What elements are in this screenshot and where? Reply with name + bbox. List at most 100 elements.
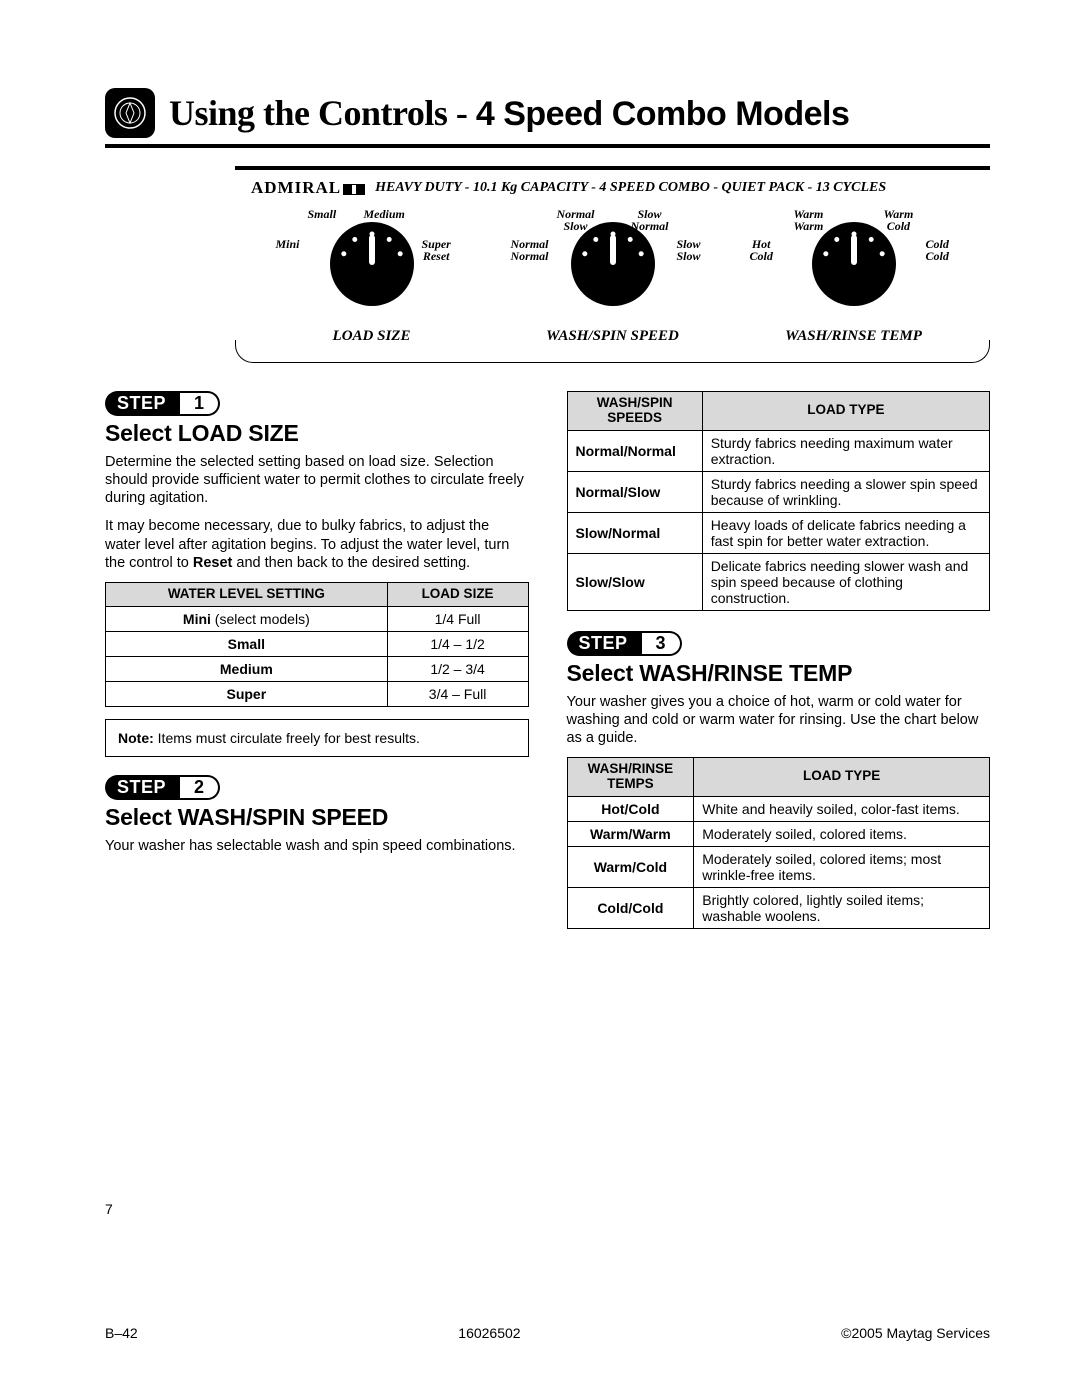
cell: Medium: [106, 656, 388, 681]
cell: Hot/Cold: [567, 796, 694, 821]
step-number: 1: [180, 391, 220, 416]
table-row: Cold/ColdBrightly colored, lightly soile…: [567, 887, 990, 928]
wash-spin-table: WASH/SPIN SPEEDS LOAD TYPE Normal/Normal…: [567, 391, 991, 611]
table-row: Normal/NormalSturdy fabrics needing maxi…: [567, 430, 990, 471]
cell: Moderately soiled, colored items.: [694, 821, 990, 846]
flag-icon: [343, 184, 365, 195]
title-row: Using the Controls - 4 Speed Combo Model…: [105, 88, 990, 148]
step-3-p1: Your washer gives you a choice of hot, w…: [567, 693, 991, 747]
table-row: Mini (select models)1/4 Full: [106, 606, 529, 631]
step-2-heading: Select WASH/SPIN SPEED: [105, 804, 529, 831]
table-row: Hot/ColdWhite and heavily soiled, color-…: [567, 796, 990, 821]
dial-label: LOAD SIZE: [272, 328, 472, 345]
dial-option: Super Reset: [422, 238, 451, 262]
cell: 1/4 – 1/2: [387, 631, 528, 656]
footer-mid: 16026502: [458, 1325, 520, 1341]
panel-subtitle: HEAVY DUTY - 10.1 Kg CAPACITY - 4 SPEED …: [375, 180, 886, 196]
left-column: STEP 1 Select LOAD SIZE Determine the se…: [105, 391, 529, 941]
cell: Sturdy fabrics needing a slower spin spe…: [702, 471, 989, 512]
cell: Slow/Normal: [567, 512, 702, 553]
cell: Moderately soiled, colored items; most w…: [694, 846, 990, 887]
dial-label: WASH/SPIN SPEED: [513, 328, 713, 345]
dial-knob[interactable]: [571, 222, 655, 306]
table-row: Super3/4 – Full: [106, 681, 529, 706]
step-label: STEP: [567, 631, 644, 656]
dial-option: Mini: [276, 238, 300, 250]
dials-row: SmallMediumMiniSuper ResetLOAD SIZENorma…: [251, 222, 974, 345]
cell: 1/4 Full: [387, 606, 528, 631]
dial-block: Normal SlowSlow NormalNormal NormalSlow …: [513, 222, 713, 345]
footer-left: B–42: [105, 1325, 138, 1341]
dial-block: Warm WarmWarm ColdHot ColdCold ColdWASH/…: [754, 222, 954, 345]
cell: Normal/Slow: [567, 471, 702, 512]
col-load-type: LOAD TYPE: [694, 758, 990, 797]
cell: Normal/Normal: [567, 430, 702, 471]
step-1-heading: Select LOAD SIZE: [105, 420, 529, 447]
right-column: WASH/SPIN SPEEDS LOAD TYPE Normal/Normal…: [567, 391, 991, 941]
cell: Cold/Cold: [567, 887, 694, 928]
col-load-type: LOAD TYPE: [702, 392, 989, 431]
cell: Warm/Cold: [567, 846, 694, 887]
wash-rinse-table: WASH/RINSE TEMPS LOAD TYPE Hot/ColdWhite…: [567, 757, 991, 929]
cell: White and heavily soiled, color-fast ite…: [694, 796, 990, 821]
dial-option: Normal Normal: [511, 238, 549, 262]
page-title: Using the Controls - 4 Speed Combo Model…: [169, 92, 849, 134]
footer: B–42 16026502 ©2005 Maytag Services: [105, 1325, 990, 1341]
brand-label: ADMIRAL: [251, 178, 365, 198]
step-label: STEP: [105, 775, 182, 800]
step-number: 3: [642, 631, 682, 656]
table-row: Warm/ColdModerately soiled, colored item…: [567, 846, 990, 887]
page-number: 7: [105, 1201, 113, 1217]
table-row: Medium1/2 – 3/4: [106, 656, 529, 681]
step-1-p1: Determine the selected setting based on …: [105, 453, 529, 507]
cell: Mini (select models): [106, 606, 388, 631]
note-text: Items must circulate freely for best res…: [154, 730, 420, 746]
dial-block: SmallMediumMiniSuper ResetLOAD SIZE: [272, 222, 472, 345]
cell: Slow/Slow: [567, 553, 702, 610]
load-size-table: WATER LEVEL SETTING LOAD SIZE Mini (sele…: [105, 582, 529, 707]
cell: Delicate fabrics needing slower wash and…: [702, 553, 989, 610]
note-box: Note: Items must circulate freely for be…: [105, 719, 529, 757]
dial-option: Slow Slow: [677, 238, 701, 262]
dial-option: Cold Cold: [926, 238, 949, 262]
title-sub: 4 Speed Combo Models: [476, 95, 850, 133]
step-label: STEP: [105, 391, 182, 416]
cell: 1/2 – 3/4: [387, 656, 528, 681]
note-label: Note:: [118, 730, 154, 746]
cell: Brightly colored, lightly soiled items; …: [694, 887, 990, 928]
cell: Warm/Warm: [567, 821, 694, 846]
table-row: Normal/SlowSturdy fabrics needing a slow…: [567, 471, 990, 512]
table-row: Slow/NormalHeavy loads of delicate fabri…: [567, 512, 990, 553]
dial-knob[interactable]: [812, 222, 896, 306]
col-wash-rinse: WASH/RINSE TEMPS: [567, 758, 694, 797]
cell: 3/4 – Full: [387, 681, 528, 706]
dial-label: WASH/RINSE TEMP: [754, 328, 954, 345]
step-2-badge: STEP 2: [105, 775, 220, 800]
dial-option: Small: [308, 208, 337, 220]
col-load-size: LOAD SIZE: [387, 582, 528, 606]
cell: Super: [106, 681, 388, 706]
step-1-badge: STEP 1: [105, 391, 220, 416]
title-main: Using the Controls -: [169, 93, 476, 133]
cell: Heavy loads of delicate fabrics needing …: [702, 512, 989, 553]
col-water-level: WATER LEVEL SETTING: [106, 582, 388, 606]
footer-right: ©2005 Maytag Services: [841, 1325, 990, 1341]
cell: Small: [106, 631, 388, 656]
step-number: 2: [180, 775, 220, 800]
table-row: Warm/WarmModerately soiled, colored item…: [567, 821, 990, 846]
panel-header: ADMIRAL HEAVY DUTY - 10.1 Kg CAPACITY - …: [251, 178, 974, 198]
dial-knob[interactable]: [330, 222, 414, 306]
logo-icon: [105, 88, 155, 138]
dial-option: Medium: [364, 208, 405, 220]
control-panel-figure: ADMIRAL HEAVY DUTY - 10.1 Kg CAPACITY - …: [235, 166, 990, 363]
table-row: Slow/SlowDelicate fabrics needing slower…: [567, 553, 990, 610]
col-wash-spin: WASH/SPIN SPEEDS: [567, 392, 702, 431]
step-3-heading: Select WASH/RINSE TEMP: [567, 660, 991, 687]
table-row: Small1/4 – 1/2: [106, 631, 529, 656]
dial-option: Hot Cold: [750, 238, 773, 262]
step-2-p1: Your washer has selectable wash and spin…: [105, 837, 529, 855]
step-1-p2: It may become necessary, due to bulky fa…: [105, 517, 529, 571]
content-columns: STEP 1 Select LOAD SIZE Determine the se…: [105, 391, 990, 941]
cell: Sturdy fabrics needing maximum water ext…: [702, 430, 989, 471]
step-3-badge: STEP 3: [567, 631, 682, 656]
